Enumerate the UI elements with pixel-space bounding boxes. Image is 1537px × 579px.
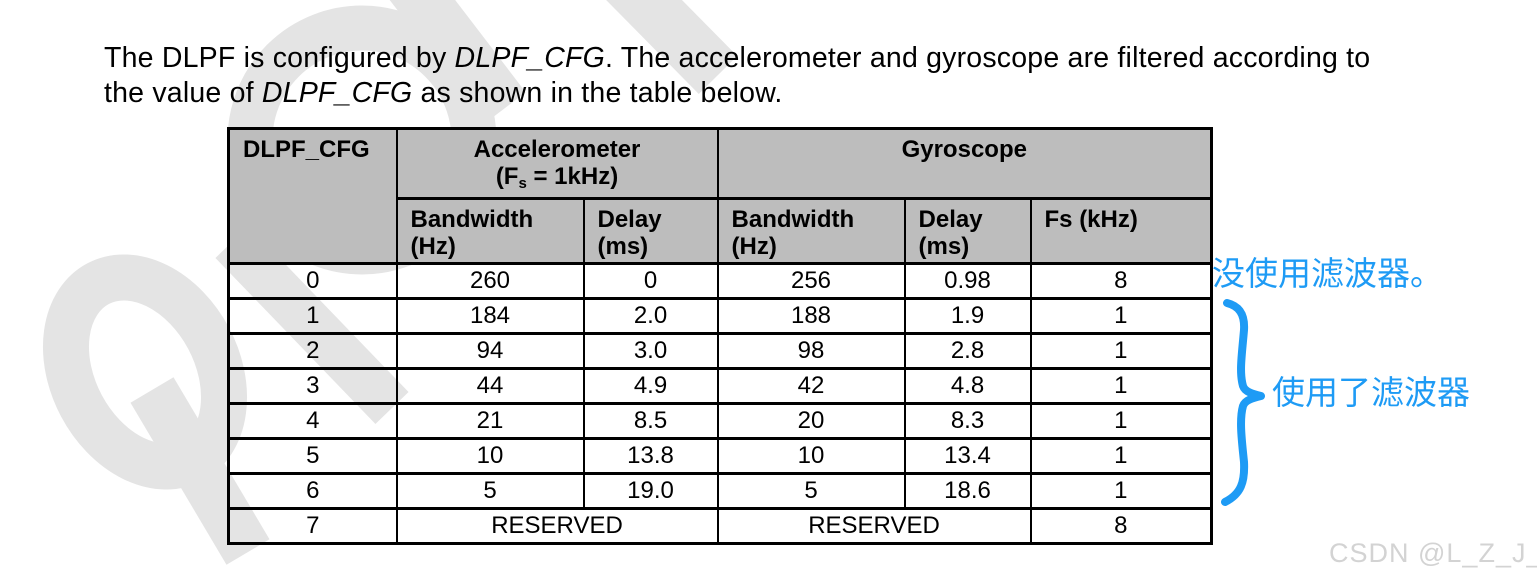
cell-acc-delay: 19.0 — [582, 472, 719, 510]
cell-cfg: 4 — [227, 402, 398, 440]
curly-brace — [1221, 299, 1265, 506]
table-row: 1 184 2.0 188 1.9 1 — [227, 297, 1213, 335]
header-line: Fs (kHz) — [1044, 206, 1138, 233]
cell-fs: 1 — [1029, 472, 1213, 510]
header-line: (Hz) — [410, 233, 456, 260]
dlpf-cfg-italic: DLPF_CFG — [454, 42, 605, 74]
cell-gyro-bw: 188 — [716, 297, 906, 335]
cell-acc-bw: 44 — [395, 367, 585, 405]
cell-accel-reserved: RESERVED — [395, 507, 719, 545]
header-line: Bandwidth — [410, 206, 534, 233]
cell-gyro-delay: 0.98 — [903, 262, 1032, 300]
header-row-2: Bandwidth (Hz) Delay (ms) Bandwidth (Hz) De… — [229, 197, 1213, 265]
cell-gyro-bw: 42 — [716, 367, 906, 405]
paragraph-line-1: The DLPF is configured by DLPF_CFG. The … — [104, 41, 1370, 76]
accelerometer-fs-note: (Fs = 1kHz) — [399, 163, 716, 196]
table-row: 3 44 4.9 42 4.8 1 — [227, 367, 1213, 405]
paragraph-text: the value of — [104, 77, 262, 109]
cell-cfg: 0 — [227, 262, 398, 300]
header-accel-bandwidth: Bandwidth (Hz) — [395, 197, 585, 265]
cell-gyro-delay: 2.8 — [903, 332, 1032, 370]
header-accel-delay: Delay (ms) — [582, 197, 719, 265]
watermark-letter-p-bowl — [42, 254, 248, 490]
table-row-reserved: 7 RESERVED RESERVED 8 — [227, 507, 1213, 545]
intro-paragraph: The DLPF is configured by DLPF_CFG. The … — [104, 41, 1370, 111]
header-gyroscope: Gyroscope — [716, 127, 1213, 200]
cell-gyro-delay: 13.4 — [903, 437, 1032, 475]
header-fs-khz: Fs (kHz) — [1029, 197, 1213, 265]
header-dlpf-cfg: DLPF_CFG — [227, 127, 398, 265]
cell-cfg: 6 — [227, 472, 398, 510]
cell-fs: 1 — [1029, 367, 1213, 405]
table-row: 6 5 19.0 5 18.6 1 — [227, 472, 1213, 510]
table-row: 2 94 3.0 98 2.8 1 — [227, 332, 1213, 370]
cell-acc-bw: 184 — [395, 297, 585, 335]
cell-gyro-delay: 1.9 — [903, 297, 1032, 335]
cell-acc-delay: 8.5 — [582, 402, 719, 440]
cell-gyro-bw: 10 — [716, 437, 906, 475]
header-line: (ms) — [918, 233, 970, 260]
cell-cfg: 3 — [227, 367, 398, 405]
header-gyro-delay: Delay (ms) — [903, 197, 1032, 265]
cell-fs: 1 — [1029, 297, 1213, 335]
cell-cfg: 7 — [227, 507, 398, 545]
cell-gyro-delay: 8.3 — [903, 402, 1032, 440]
cell-acc-bw: 94 — [395, 332, 585, 370]
fs-suffix: = 1kHz) — [526, 163, 619, 190]
cell-fs: 1 — [1029, 437, 1213, 475]
header-accelerometer: Accelerometer (Fs = 1kHz) — [395, 127, 719, 200]
cell-acc-bw: 10 — [395, 437, 585, 475]
header-gyro-bandwidth: Bandwidth (Hz) — [716, 197, 906, 265]
cell-fs: 8 — [1029, 262, 1213, 300]
table-row: 4 21 8.5 20 8.3 1 — [227, 402, 1213, 440]
header-line: Delay — [918, 206, 983, 233]
accelerometer-title: Accelerometer — [473, 136, 641, 163]
cell-gyro-bw: 256 — [716, 262, 906, 300]
cell-acc-delay: 3.0 — [582, 332, 719, 370]
header-line: Delay — [597, 206, 662, 233]
cell-acc-bw: 21 — [395, 402, 585, 440]
cell-acc-bw: 260 — [395, 262, 585, 300]
paragraph-text: The DLPF is configured by — [104, 42, 455, 74]
cell-gyro-reserved: RESERVED — [716, 507, 1032, 545]
dlpf-config-table: DLPF_CFG Accelerometer (Fs = 1kHz) Gyros… — [227, 127, 1214, 545]
cell-gyro-delay: 18.6 — [903, 472, 1032, 510]
cell-fs: 1 — [1029, 332, 1213, 370]
cell-fs: 1 — [1029, 402, 1213, 440]
cell-gyro-bw: 98 — [716, 332, 906, 370]
table-row: 0 260 0 256 0.98 8 — [227, 262, 1213, 300]
cell-cfg: 2 — [227, 332, 398, 370]
cell-cfg: 1 — [227, 297, 398, 335]
dlpf-cfg-italic: DLPF_CFG — [261, 77, 413, 109]
cell-acc-delay: 4.9 — [582, 367, 719, 405]
header-line: (Hz) — [731, 233, 777, 260]
cell-gyro-bw: 20 — [716, 402, 906, 440]
paragraph-text: as shown in the table below. — [412, 77, 783, 109]
cell-acc-delay: 13.8 — [582, 437, 719, 475]
cell-acc-delay: 2.0 — [582, 297, 719, 335]
annotation-no-filter: 没使用滤波器。 — [1212, 255, 1443, 292]
cell-gyro-delay: 4.8 — [903, 367, 1032, 405]
cell-fs: 8 — [1029, 507, 1213, 545]
header-row-1: DLPF_CFG Accelerometer (Fs = 1kHz) Gyros… — [227, 127, 1213, 265]
cell-cfg: 5 — [227, 437, 398, 475]
table-row: 5 10 13.8 10 13.4 1 — [227, 437, 1213, 475]
header-line: (ms) — [597, 233, 649, 260]
paragraph-line-2: the value of DLPF_CFG as shown in the ta… — [104, 76, 1370, 111]
watermark-slash-1 — [389, 0, 526, 124]
csdn-watermark: CSDN @L_Z_J_I — [1329, 538, 1537, 568]
paragraph-text: . The accelerometer and gyroscope are fi… — [605, 42, 1371, 74]
cell-acc-delay: 0 — [582, 262, 719, 300]
annotation-with-filter: 使用了滤波器 — [1272, 374, 1470, 411]
fs-subscript: s — [518, 175, 527, 192]
cell-gyro-bw: 5 — [716, 472, 906, 510]
cell-acc-bw: 5 — [395, 472, 585, 510]
fs-prefix: (F — [495, 163, 519, 190]
watermark-slash-2 — [606, 0, 738, 94]
header-line: Bandwidth — [731, 206, 855, 233]
